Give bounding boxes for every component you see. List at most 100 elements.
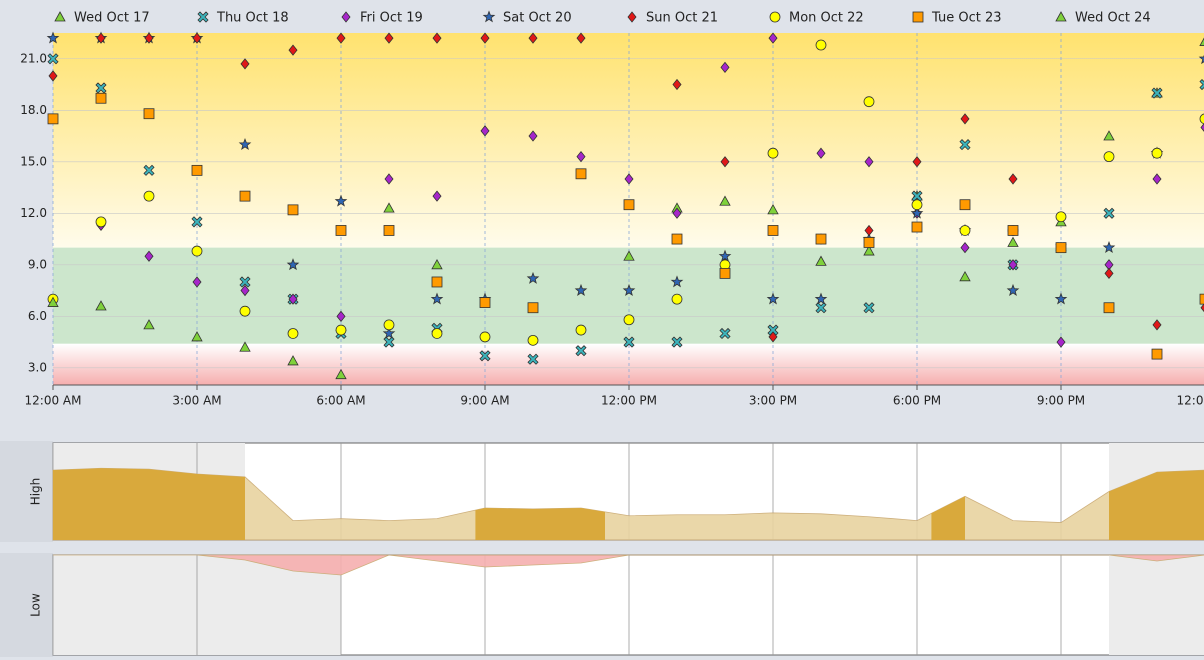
y-tick-label: 9.0 <box>28 257 47 271</box>
marker <box>576 32 586 44</box>
marker <box>767 324 779 336</box>
marker <box>1103 130 1115 141</box>
marker <box>382 326 396 339</box>
marker <box>191 331 203 342</box>
marker <box>574 283 588 296</box>
marker <box>671 293 683 305</box>
marker <box>95 216 107 228</box>
legend-marker <box>482 10 496 23</box>
marker <box>960 113 970 125</box>
marker <box>1200 123 1204 132</box>
marker <box>624 173 634 185</box>
marker <box>287 355 299 366</box>
marker <box>959 225 971 236</box>
marker <box>1151 348 1163 360</box>
marker <box>288 293 298 305</box>
marker <box>622 283 636 296</box>
marker <box>238 137 252 150</box>
marker <box>528 32 538 44</box>
legend-label: Wed Oct 17 <box>74 11 150 26</box>
marker <box>191 164 203 176</box>
label-strip <box>0 441 53 542</box>
marker <box>959 199 971 211</box>
marker <box>143 108 155 120</box>
marker <box>95 92 107 104</box>
marker <box>576 150 586 163</box>
marker <box>1199 37 1204 46</box>
marker <box>336 310 346 322</box>
marker <box>1199 293 1204 305</box>
marker <box>335 368 347 380</box>
marker <box>239 305 251 317</box>
marker <box>1103 302 1115 314</box>
marker <box>46 31 60 44</box>
marker <box>47 296 59 307</box>
marker <box>623 336 635 348</box>
marker <box>815 39 827 51</box>
marker <box>959 271 971 282</box>
legend-marker <box>341 11 351 23</box>
marker <box>959 139 971 151</box>
shaded-region <box>1109 555 1204 655</box>
marker <box>335 225 347 236</box>
marker <box>719 327 731 340</box>
x-tick-label: 3:00 PM <box>749 394 797 408</box>
y-tick-label: 18.0 <box>20 103 47 117</box>
marker <box>192 276 202 288</box>
marker <box>1152 173 1162 185</box>
marker <box>143 319 155 330</box>
range-band <box>53 33 1204 248</box>
marker <box>816 147 826 159</box>
marker <box>47 53 59 65</box>
marker <box>479 331 491 343</box>
marker <box>672 78 682 91</box>
y-tick-label: 6.0 <box>28 309 47 323</box>
marker <box>431 276 443 288</box>
marker <box>863 96 875 108</box>
marker <box>1103 151 1115 163</box>
marker <box>911 221 923 233</box>
marker <box>767 204 779 215</box>
marker <box>144 250 154 262</box>
marker <box>431 258 443 270</box>
legend-marker <box>1055 11 1067 22</box>
y-tick-label: 12.0 <box>20 206 47 220</box>
marker <box>480 125 490 137</box>
marker <box>720 61 730 73</box>
marker <box>383 336 395 348</box>
legend-marker <box>54 11 66 22</box>
legend-marker <box>912 11 924 23</box>
marker <box>1054 292 1068 305</box>
marker <box>527 334 539 346</box>
marker <box>1151 147 1163 159</box>
marker <box>912 156 922 168</box>
marker <box>288 44 298 56</box>
marker <box>864 224 874 237</box>
marker <box>191 216 203 228</box>
marker <box>1055 211 1067 223</box>
marker <box>1007 225 1019 236</box>
marker <box>719 195 731 206</box>
marker <box>815 302 827 314</box>
x-tick-label: 12:00 PM <box>601 394 657 408</box>
marker <box>863 245 875 256</box>
marker <box>814 292 828 305</box>
marker <box>1006 283 1020 296</box>
marker <box>527 302 539 314</box>
marker <box>1008 173 1018 185</box>
marker <box>287 204 299 216</box>
panel-label: High <box>29 478 43 506</box>
y-tick-label: 15.0 <box>20 154 47 168</box>
marker <box>239 276 251 288</box>
label-strip <box>0 553 53 657</box>
marker <box>1055 242 1067 254</box>
marker <box>1198 54 1204 65</box>
marker <box>335 324 347 336</box>
marker <box>479 297 491 308</box>
marker <box>623 199 635 211</box>
marker <box>48 70 58 82</box>
marker <box>575 324 587 336</box>
marker <box>671 233 683 245</box>
x-tick-label: 6:00 PM <box>893 394 941 408</box>
marker <box>623 250 635 261</box>
